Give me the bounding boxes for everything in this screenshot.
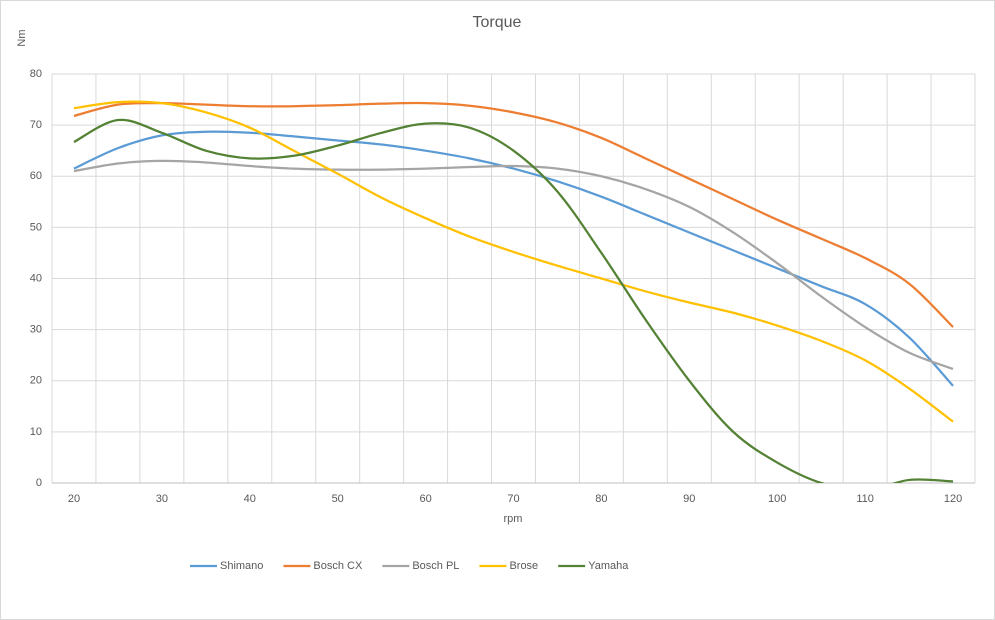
x-tick-label: 50 bbox=[332, 493, 344, 505]
series-line bbox=[73, 118, 954, 483]
series-line bbox=[73, 159, 954, 371]
x-tick-label: 100 bbox=[768, 493, 786, 505]
x-tick-label: 30 bbox=[156, 493, 168, 505]
x-tick-label: 70 bbox=[507, 493, 519, 505]
x-tick-label: 110 bbox=[856, 493, 874, 505]
y-tick-label: 70 bbox=[30, 119, 42, 131]
x-tick-label: 60 bbox=[419, 493, 431, 505]
y-tick-label: 40 bbox=[30, 272, 42, 284]
x-tick-label: 80 bbox=[595, 493, 607, 505]
y-tick-label: 20 bbox=[30, 375, 42, 387]
y-tick-label: 80 bbox=[30, 68, 42, 80]
x-tick-label: 20 bbox=[68, 493, 80, 505]
series-line bbox=[73, 100, 954, 423]
y-tick-label: 0 bbox=[36, 477, 42, 489]
legend-label: Brose bbox=[509, 560, 538, 572]
x-tick-label: 90 bbox=[683, 493, 695, 505]
legend-label: Bosch PL bbox=[412, 560, 459, 572]
series-line bbox=[73, 130, 954, 387]
y-axis-label: Nm bbox=[16, 29, 28, 46]
legend-label: Yamaha bbox=[588, 560, 629, 572]
y-tick-label: 30 bbox=[30, 324, 42, 336]
y-tick-label: 50 bbox=[30, 221, 42, 233]
series-line bbox=[73, 101, 954, 328]
legend-label: Bosch CX bbox=[313, 560, 363, 572]
y-tick-label: 60 bbox=[30, 170, 42, 182]
plot bbox=[73, 100, 954, 483]
y-tick-label: 10 bbox=[30, 426, 42, 438]
legend-label: Shimano bbox=[220, 560, 263, 572]
chart-title: Torque bbox=[473, 14, 522, 31]
x-axis-label: rpm bbox=[504, 513, 523, 525]
x-tick-label: 120 bbox=[944, 493, 962, 505]
x-tick-label: 40 bbox=[244, 493, 256, 505]
